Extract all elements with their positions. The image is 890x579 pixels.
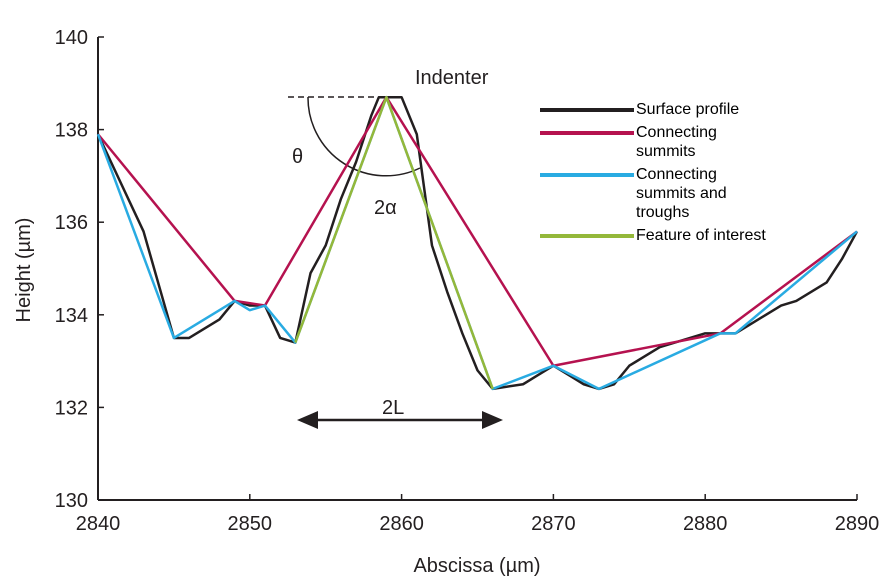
legend-label: Connecting summits and troughs	[636, 166, 727, 221]
angle-arc	[307, 96, 421, 177]
y-tick-label: 132	[55, 397, 88, 419]
x-tick-label: 2840	[76, 513, 121, 535]
annotation: θ	[292, 146, 303, 168]
x-tick-label: 2860	[379, 513, 424, 535]
x-tick-label: 2850	[228, 513, 273, 535]
legend: Surface profile Connecting summits Connect…	[540, 100, 780, 249]
x-tick-label: 2870	[531, 513, 576, 535]
legend-swatch	[540, 108, 634, 112]
legend-swatch	[540, 173, 634, 177]
arrow-head	[482, 411, 503, 429]
x-axis-label: Abscissa (µm)	[413, 555, 540, 577]
series-line	[96, 95, 859, 391]
annotation: 2L	[382, 397, 404, 419]
y-tick-label: 134	[55, 305, 88, 327]
legend-swatch	[540, 131, 634, 135]
x-tick-label: 2890	[835, 513, 880, 535]
legend-label: Surface profile	[636, 101, 740, 118]
legend-swatch	[540, 234, 634, 238]
series-line	[294, 95, 494, 390]
annotation: Indenter	[415, 67, 489, 89]
legend-item: Surface profile	[540, 100, 780, 119]
x-tick-label: 2880	[683, 513, 728, 535]
y-axis-label: Height (µm)	[13, 218, 35, 323]
legend-item: Feature of interest	[540, 226, 780, 245]
legend-item: Connecting summits	[540, 123, 780, 161]
arrow-head	[297, 411, 318, 429]
legend-label: Feature of interest	[636, 227, 766, 244]
y-tick-label: 140	[55, 27, 88, 49]
annotation: 2α	[374, 197, 397, 219]
legend-label: Connecting summits	[636, 124, 717, 160]
y-tick-label: 138	[55, 120, 88, 142]
y-tick-label: 136	[55, 212, 88, 234]
legend-item: Connecting summits and troughs	[540, 165, 780, 222]
y-tick-label: 130	[55, 490, 88, 512]
